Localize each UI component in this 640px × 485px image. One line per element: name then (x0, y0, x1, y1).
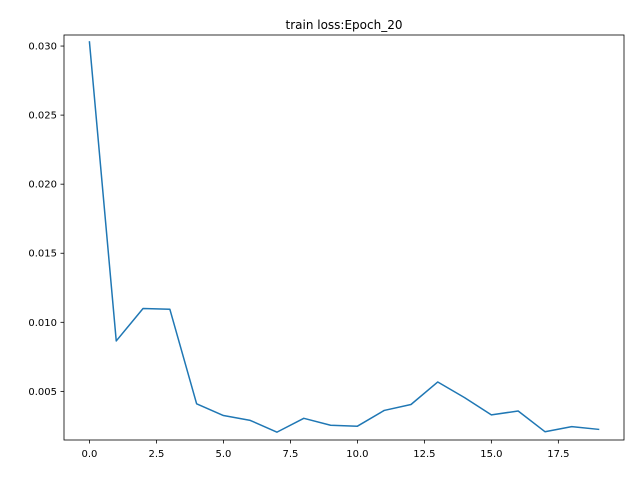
y-tick-label: 0.010 (28, 318, 57, 329)
data-point (463, 396, 467, 400)
y-axis-ticks: 0.005 0.010 0.015 0.020 0.025 0.030 (28, 42, 64, 398)
data-point (141, 307, 145, 311)
y-tick-label: 0.025 (28, 111, 57, 122)
data-point (570, 425, 574, 429)
x-tick-label: 0.0 (82, 449, 98, 460)
data-point (195, 402, 199, 406)
data-point (409, 403, 413, 407)
y-tick-label: 0.005 (28, 387, 57, 398)
x-tick-label: 17.5 (547, 449, 569, 460)
series-line-train-loss (88, 41, 600, 433)
plot-frame (63, 34, 625, 441)
data-point (516, 409, 520, 413)
y-tick-label: 0.030 (28, 42, 57, 53)
data-point (597, 427, 601, 431)
data-point (489, 413, 493, 417)
x-tick-label: 5.0 (215, 449, 231, 460)
data-point (275, 430, 279, 434)
data-point (87, 40, 91, 44)
data-point (302, 416, 306, 420)
x-axis-ticks: 0.0 2.5 5.0 7.5 10.0 12.5 15.0 17.5 (82, 440, 569, 460)
data-point (436, 380, 440, 384)
x-tick-label: 2.5 (148, 449, 164, 460)
data-point (114, 339, 118, 343)
y-tick-label: 0.015 (28, 249, 57, 260)
data-point (355, 424, 359, 428)
data-point (329, 423, 333, 427)
data-point (168, 307, 172, 311)
x-tick-label: 10.0 (346, 449, 368, 460)
data-point (248, 418, 252, 422)
series-layer (87, 40, 601, 434)
x-tick-label: 15.0 (480, 449, 502, 460)
y-tick-label: 0.020 (28, 180, 57, 191)
x-tick-label: 12.5 (413, 449, 435, 460)
data-point (221, 414, 225, 418)
data-point (543, 430, 547, 434)
chart-title: train loss:Epoch_20 (286, 18, 403, 32)
data-point (382, 408, 386, 412)
x-tick-label: 7.5 (282, 449, 298, 460)
